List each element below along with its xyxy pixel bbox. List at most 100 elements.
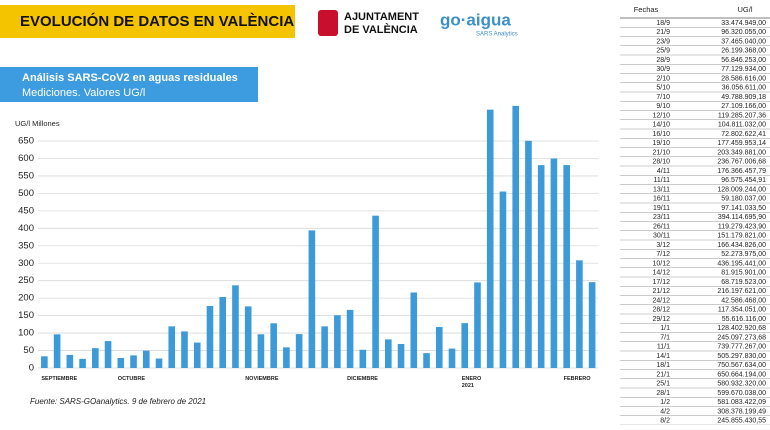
table-cell: 650.664.194,00 — [717, 371, 766, 378]
x-tick-label: OCTUBRE — [118, 376, 146, 382]
table-cell: 17/12 — [652, 279, 670, 286]
y-tick-label: 500 — [18, 188, 34, 199]
table-header: UG/l — [738, 5, 753, 14]
table-cell: 739.777.267,00 — [717, 344, 766, 351]
table-cell: 16/10 — [652, 131, 670, 138]
y-tick-label: 0 — [29, 363, 34, 374]
bar — [41, 356, 48, 368]
bar — [334, 315, 341, 368]
table-cell: 29/12 — [652, 316, 670, 323]
table-cell: 176.366.457,79 — [717, 168, 766, 175]
table-cell: 119.279.423,90 — [718, 223, 766, 230]
table-cell: 7/12 — [656, 251, 670, 258]
y-tick-label: 600 — [18, 153, 34, 164]
table-cell: 13/11 — [653, 186, 670, 193]
table-cell: 119.285.207,36 — [718, 112, 766, 119]
table-cell: 436.195.441,00 — [717, 260, 766, 267]
table-cell: 77.129.934,00 — [721, 66, 766, 73]
table-cell: 128.402.920,68 — [717, 325, 766, 332]
table-cell: 14/12 — [652, 270, 670, 277]
bar — [117, 358, 125, 368]
bar — [563, 165, 570, 368]
table-cell: 68.719.523,00 — [721, 279, 766, 286]
table-cell: 36.056.611,00 — [722, 85, 766, 92]
bar — [550, 158, 558, 368]
table-cell: 505.297.830,00 — [717, 353, 766, 360]
bar — [576, 260, 583, 368]
table-cell: 177.459.953,14 — [717, 140, 766, 147]
bar — [461, 323, 469, 368]
bar — [66, 354, 74, 368]
table-cell: 28/10 — [652, 159, 670, 166]
table-cell: 37.465.040,00 — [721, 38, 766, 45]
table-cell: 30/9 — [656, 66, 670, 73]
table-cell: 21/9 — [656, 29, 670, 36]
table-cell: 19/10 — [652, 140, 670, 147]
bar — [181, 331, 188, 368]
bar — [270, 323, 277, 368]
bar — [499, 191, 507, 368]
bar — [397, 344, 405, 368]
x-tick-label: FEBRERO — [564, 376, 592, 382]
table-cell: 21/12 — [652, 288, 670, 295]
logo-text: DE VALÈNCIA — [344, 23, 418, 36]
table-cell: 24/12 — [652, 297, 670, 304]
table-cell: 23/11 — [653, 214, 670, 221]
x-tick-label: ENERO 2021 — [462, 376, 482, 389]
y-axis-label: UG/l Millones — [15, 119, 60, 128]
bar — [193, 342, 201, 368]
table-cell: 104.811.032,00 — [718, 122, 766, 129]
bar — [219, 296, 227, 368]
x-tick-label: SEPTIEMBRE — [41, 376, 77, 382]
table-cell: 23/9 — [656, 38, 670, 45]
title-banner — [0, 5, 295, 38]
table-cell: 33.474.949,00 — [721, 20, 766, 27]
table-cell: 5/10 — [656, 85, 670, 92]
bar — [53, 334, 61, 368]
bar — [283, 347, 290, 368]
bar — [321, 326, 328, 368]
page-title: EVOLUCIÓN DE DATOS EN VALÈNCIA — [20, 12, 294, 30]
y-tick-label: 400 — [18, 223, 34, 234]
table-cell: 72.802.622,41 — [721, 131, 766, 138]
table-cell: 3/12 — [656, 242, 670, 249]
table-cell: 245.097.273,68 — [717, 334, 766, 341]
bar — [104, 341, 112, 368]
table-cell: 21/1 — [656, 371, 670, 378]
y-tick-label: 250 — [18, 275, 34, 286]
bar — [537, 165, 545, 368]
table-cell: 394.114.695,90 — [718, 214, 766, 221]
table-cell: 117.354.051,00 — [718, 307, 766, 314]
bar — [244, 306, 252, 368]
table-cell: 599.670.038,00 — [717, 390, 766, 397]
table-cell: 19/11 — [653, 205, 670, 212]
source-note: Fuente: SARS-GOanalytics. 9 de febrero d… — [30, 397, 206, 406]
bar — [346, 309, 354, 368]
bar — [155, 358, 163, 368]
table-cell: 26/11 — [653, 223, 670, 230]
bar — [295, 334, 303, 368]
panel-subtitle: Mediciones. Valores UG/l — [22, 87, 145, 99]
table-cell: 2/10 — [656, 75, 670, 82]
table-cell: 1/2 — [660, 399, 670, 406]
bar — [423, 353, 430, 368]
info-panel — [0, 67, 258, 102]
panel-title: Análisis SARS-CoV2 en aguas residuales — [22, 72, 238, 84]
table-cell: 81.915.901,00 — [721, 270, 766, 277]
table-cell: 308.378.199,49 — [717, 408, 766, 415]
table-cell: 580.932.320,00 — [717, 381, 766, 388]
logo-text: AJUNTAMENT — [344, 11, 419, 23]
bar — [372, 215, 379, 368]
y-tick-label: 350 — [18, 240, 34, 251]
bar — [486, 109, 494, 368]
table-cell: 128.009.244,00 — [717, 186, 766, 193]
x-tick-label: DICIEMBRE — [347, 376, 378, 382]
bar — [257, 334, 265, 368]
y-tick-label: 650 — [18, 136, 34, 147]
table-cell: 28/12 — [652, 307, 670, 314]
table-cell: 14/1 — [656, 353, 670, 360]
table-cell: 18/9 — [656, 20, 670, 27]
table-cell: 25/1 — [656, 381, 670, 388]
data-table: Fechas UG/l 18/9 33.474.949,00 21/9 96.320.05… — [620, 5, 770, 426]
